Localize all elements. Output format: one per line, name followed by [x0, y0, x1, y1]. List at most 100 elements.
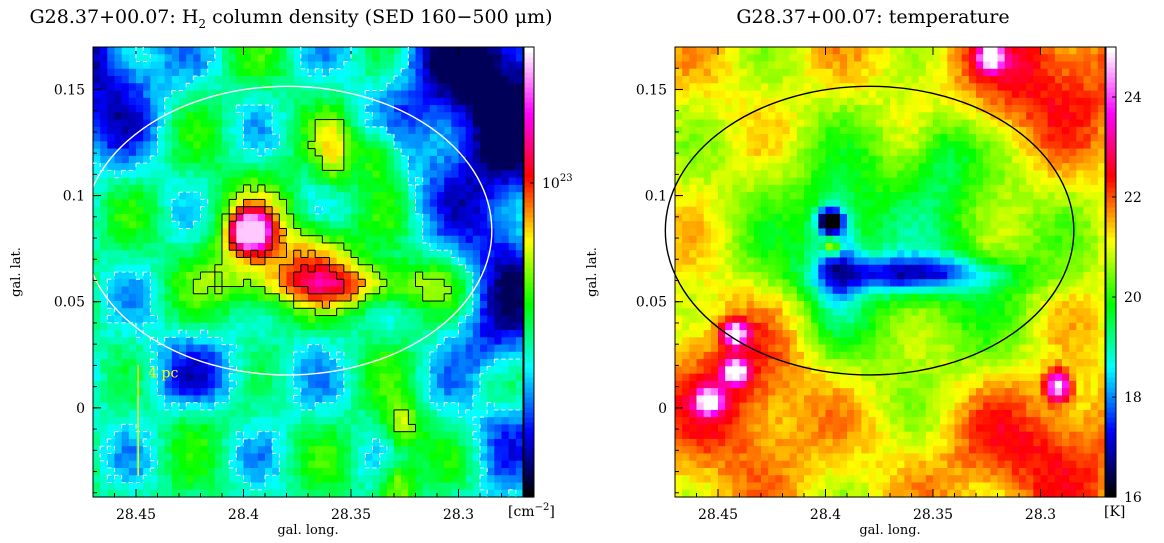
density-cell [336, 286, 345, 295]
temperature-cell [718, 54, 726, 63]
density-cell [293, 351, 302, 360]
density-cell [501, 337, 510, 346]
density-cell [379, 192, 388, 201]
density-cell [207, 90, 216, 99]
density-cell [157, 105, 166, 113]
density-cell [386, 431, 395, 440]
density-cell [143, 213, 151, 222]
density-colorbar-step [524, 332, 534, 338]
density-cell [465, 184, 474, 193]
density-cell [515, 475, 524, 484]
density-cell [136, 272, 144, 280]
density-cell [343, 141, 352, 150]
density-cell [515, 184, 524, 193]
density-cell [229, 228, 237, 237]
density-cell [429, 235, 438, 244]
density-cell [494, 61, 503, 70]
density-cell [136, 119, 144, 128]
density-cell [480, 301, 488, 309]
density-cell [229, 446, 237, 455]
density-cell [293, 467, 302, 476]
density-cell [257, 155, 266, 164]
density-cell [415, 301, 424, 309]
density-cell [214, 184, 223, 193]
density-cell [386, 170, 395, 179]
temperature-cell [947, 47, 956, 55]
density-cell [444, 192, 452, 201]
density-cell [157, 380, 166, 389]
density-cell [379, 206, 388, 215]
temperature-cell [825, 76, 834, 84]
density-cell [494, 126, 503, 135]
density-cell [164, 446, 173, 455]
density-cell [164, 322, 173, 331]
density-cell [179, 213, 187, 222]
density-cell [150, 366, 159, 375]
density-cell [487, 482, 495, 491]
density-colorbar-step [524, 412, 534, 418]
temperature-cell [911, 54, 920, 63]
temperature-cell [832, 61, 841, 70]
density-cell [494, 373, 503, 382]
density-cell [236, 395, 245, 404]
density-cell [107, 90, 116, 99]
density-cell [293, 272, 302, 280]
density-cell [200, 119, 209, 128]
temperature-cell [696, 47, 705, 55]
density-cell [394, 351, 402, 360]
density-cell [179, 380, 187, 389]
density-cell [107, 228, 116, 237]
density-cell [207, 119, 216, 128]
density-cell [494, 155, 503, 164]
density-cell [401, 322, 409, 331]
density-cell [272, 134, 280, 142]
temperature-cell [882, 54, 891, 63]
density-cell [401, 409, 409, 418]
density-cell [458, 257, 467, 266]
density-cell [193, 192, 202, 201]
density-cell [487, 467, 495, 476]
density-cell [515, 482, 524, 491]
density-cell [114, 373, 123, 382]
density-cell [279, 337, 288, 346]
density-cell [429, 293, 438, 302]
density-cell [358, 163, 366, 171]
density-cell [480, 351, 488, 360]
density-cell [214, 105, 223, 113]
density-cell [286, 380, 295, 389]
density-cell [250, 482, 259, 491]
density-cell [336, 475, 345, 484]
density-cell [408, 235, 417, 244]
density-cell [451, 148, 460, 157]
density-cell [214, 417, 223, 426]
density-cell [372, 482, 381, 491]
density-cell [472, 446, 481, 455]
density-cell [222, 76, 230, 84]
density-cell [300, 272, 309, 280]
density-cell [415, 395, 424, 404]
density-cell [265, 163, 273, 171]
density-cell [386, 112, 395, 121]
temperature-cell [1040, 54, 1049, 63]
density-cell [214, 293, 223, 302]
density-cell [365, 148, 374, 157]
density-cell [444, 177, 452, 186]
density-cell [214, 279, 223, 288]
density-cell [351, 467, 359, 476]
density-cell [214, 112, 223, 121]
density-cell [114, 293, 123, 302]
density-cell [372, 467, 381, 476]
density-cell [279, 453, 288, 462]
temperature-cell [761, 68, 769, 77]
density-cell [250, 170, 259, 179]
density-colorbar-step [524, 277, 534, 283]
density-cell [480, 126, 488, 135]
temperature-cell [968, 76, 977, 84]
temperature-cell [918, 83, 927, 92]
density-cell [179, 105, 187, 113]
density-cell [100, 373, 108, 382]
density-cell [293, 112, 302, 121]
density-cell [157, 438, 166, 447]
density-cell [308, 293, 316, 302]
density-cell [286, 235, 295, 244]
